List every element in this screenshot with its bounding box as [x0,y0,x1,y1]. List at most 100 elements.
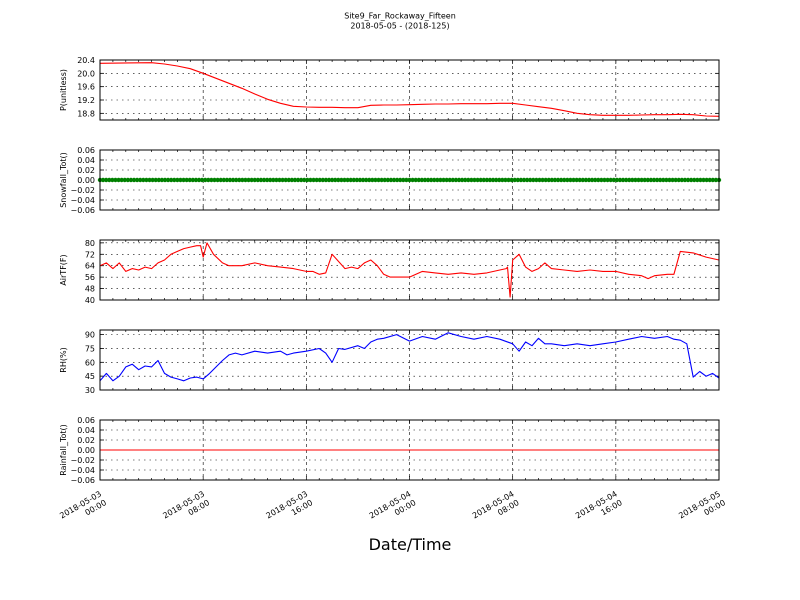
data-point [620,177,626,183]
data-point [688,177,694,183]
y-tick-label: 0.02 [77,166,95,175]
data-point [704,177,709,183]
data-point [481,177,486,183]
data-point [379,177,384,183]
panel-5: −0.06−0.04−0.020.000.020.040.06 Rainfall_… [59,416,720,485]
data-point [651,177,657,183]
data-point [326,177,332,183]
data-point [466,177,471,183]
data-point [354,177,360,183]
data-point [237,177,242,183]
data-point [227,177,233,183]
data-point [175,177,180,183]
data-point [388,177,394,183]
data-point [605,177,610,183]
data-point [190,177,196,183]
data-point [286,177,291,183]
data-point [695,177,700,183]
y-axis-label: Snowfall_Tot() [59,152,68,208]
axes-frame [99,149,720,211]
data-point [484,177,490,183]
data-point [487,177,493,183]
data-point [475,177,480,183]
y-tick-label: 72 [85,250,95,259]
data-point [357,177,363,183]
data-point [710,177,716,183]
data-point [593,177,598,183]
data-point [661,177,666,183]
panel-4: 30 45 60 75 90 RH(%) [59,329,720,395]
data-point [685,177,691,183]
data-point [317,177,322,183]
y-tick-label: 0.06 [77,416,95,425]
data-point [370,177,375,183]
y-tick-label: 18.8 [77,109,95,118]
data-point [667,177,672,183]
data-point [577,177,582,183]
data-point [277,177,282,183]
data-point [608,177,613,183]
data-point [410,177,415,183]
y-tick-label: −0.06 [70,476,95,485]
data-point [122,177,127,183]
data-point [599,177,604,183]
data-point [348,177,353,183]
data-point [360,177,366,183]
data-point [168,177,174,183]
data-point [283,177,288,183]
data-point [425,177,431,183]
data-point [627,177,632,183]
data-point [580,177,586,183]
x-axis-label: Date/Time [369,535,452,554]
data-point [642,177,647,183]
data-point [218,177,223,183]
data-point [302,177,307,183]
data-point [230,177,236,183]
data-point [633,177,638,183]
data-point [295,177,301,183]
data-point [103,177,109,183]
data-point [162,177,168,183]
data-point [172,177,177,183]
data-point [664,177,669,183]
data-point [540,177,545,183]
data-point [450,177,456,183]
data-point [568,177,573,183]
data-point [382,177,387,183]
data-point [184,177,189,183]
data-point [246,177,251,183]
data-point [125,177,131,183]
data-point [558,177,564,183]
data-point [432,177,437,183]
data-point [682,177,688,183]
axes-frame [99,329,720,391]
data-point [203,177,208,183]
y-axis-label: AirTF(F) [59,254,68,285]
data-point [159,177,165,183]
data-point [264,177,270,183]
data-point [224,177,230,183]
y-tick-label: 45 [85,372,95,381]
data-point [469,177,474,183]
y-tick-label: −0.04 [70,196,95,205]
data-point [342,177,347,183]
chart-panels: 18.819.219.620.020.4P(unitless)−0.06−0.0… [59,56,722,485]
data-point [614,177,620,183]
data-point [617,177,623,183]
data-point [441,177,446,183]
data-point [546,177,551,183]
data-point [537,177,542,183]
data-point [153,177,158,183]
data-point [255,177,261,183]
data-point [107,177,112,183]
data-point [654,177,660,183]
data-point [657,177,663,183]
data-point [351,177,356,183]
data-point [407,177,412,183]
data-point [333,177,338,183]
data-point [623,177,629,183]
data-point [196,177,202,183]
